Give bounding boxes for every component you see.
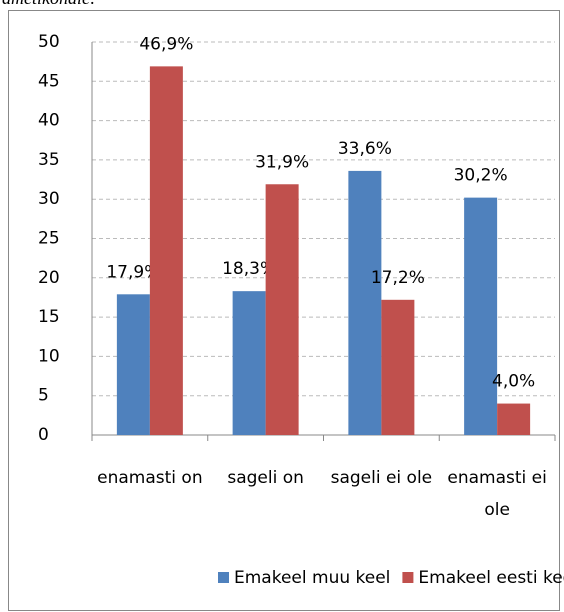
bar (265, 184, 299, 435)
data-label: 17,2% (371, 268, 425, 288)
caption: ametikohale: (2, 0, 96, 8)
bar (464, 197, 498, 435)
data-label: 30,2% (454, 166, 508, 186)
x-tick-label: sageli ei ole (331, 468, 433, 488)
y-tick-label: 45 (38, 71, 60, 91)
data-label: 18,3% (222, 259, 276, 279)
y-tick-label: 0 (38, 425, 49, 445)
y-tick-label: 10 (38, 346, 60, 366)
y-tick-label: 40 (38, 111, 60, 131)
bar (381, 299, 415, 435)
data-label: 17,9% (106, 262, 160, 282)
legend-swatch (218, 572, 229, 583)
bar (348, 170, 382, 436)
bar (497, 403, 531, 435)
legend-label: Emakeel muu keel (234, 568, 390, 588)
bar (116, 294, 150, 435)
chart-frame (8, 10, 560, 611)
label-line: enamasti on (97, 468, 202, 488)
x-tick-label: sageli on (227, 468, 304, 488)
data-label: 4,0% (492, 372, 535, 392)
label-line: sageli ei ole (331, 468, 433, 488)
label-line: ole (484, 500, 510, 520)
y-tick-label: 25 (38, 229, 60, 249)
legend-swatch (402, 572, 414, 583)
y-tick-label: 50 (38, 32, 60, 52)
bar (149, 66, 183, 435)
label-line: enamasti ei (447, 468, 546, 488)
y-tick-label: 20 (38, 268, 60, 288)
data-label: 33,6% (338, 139, 392, 159)
data-label: 46,9% (139, 34, 193, 54)
y-tick-label: 30 (38, 189, 60, 209)
x-tick-label: enamasti ei ole (447, 468, 546, 520)
x-tick-label: enamasti on (97, 468, 202, 488)
y-tick-label: 15 (38, 307, 60, 327)
y-tick-label: 5 (38, 386, 49, 406)
bar (232, 291, 266, 435)
data-label: 31,9% (255, 152, 309, 172)
y-tick-label: 35 (38, 150, 60, 170)
legend-label: Emakeel eesti keel (418, 568, 564, 588)
label-line: sageli on (227, 468, 304, 488)
